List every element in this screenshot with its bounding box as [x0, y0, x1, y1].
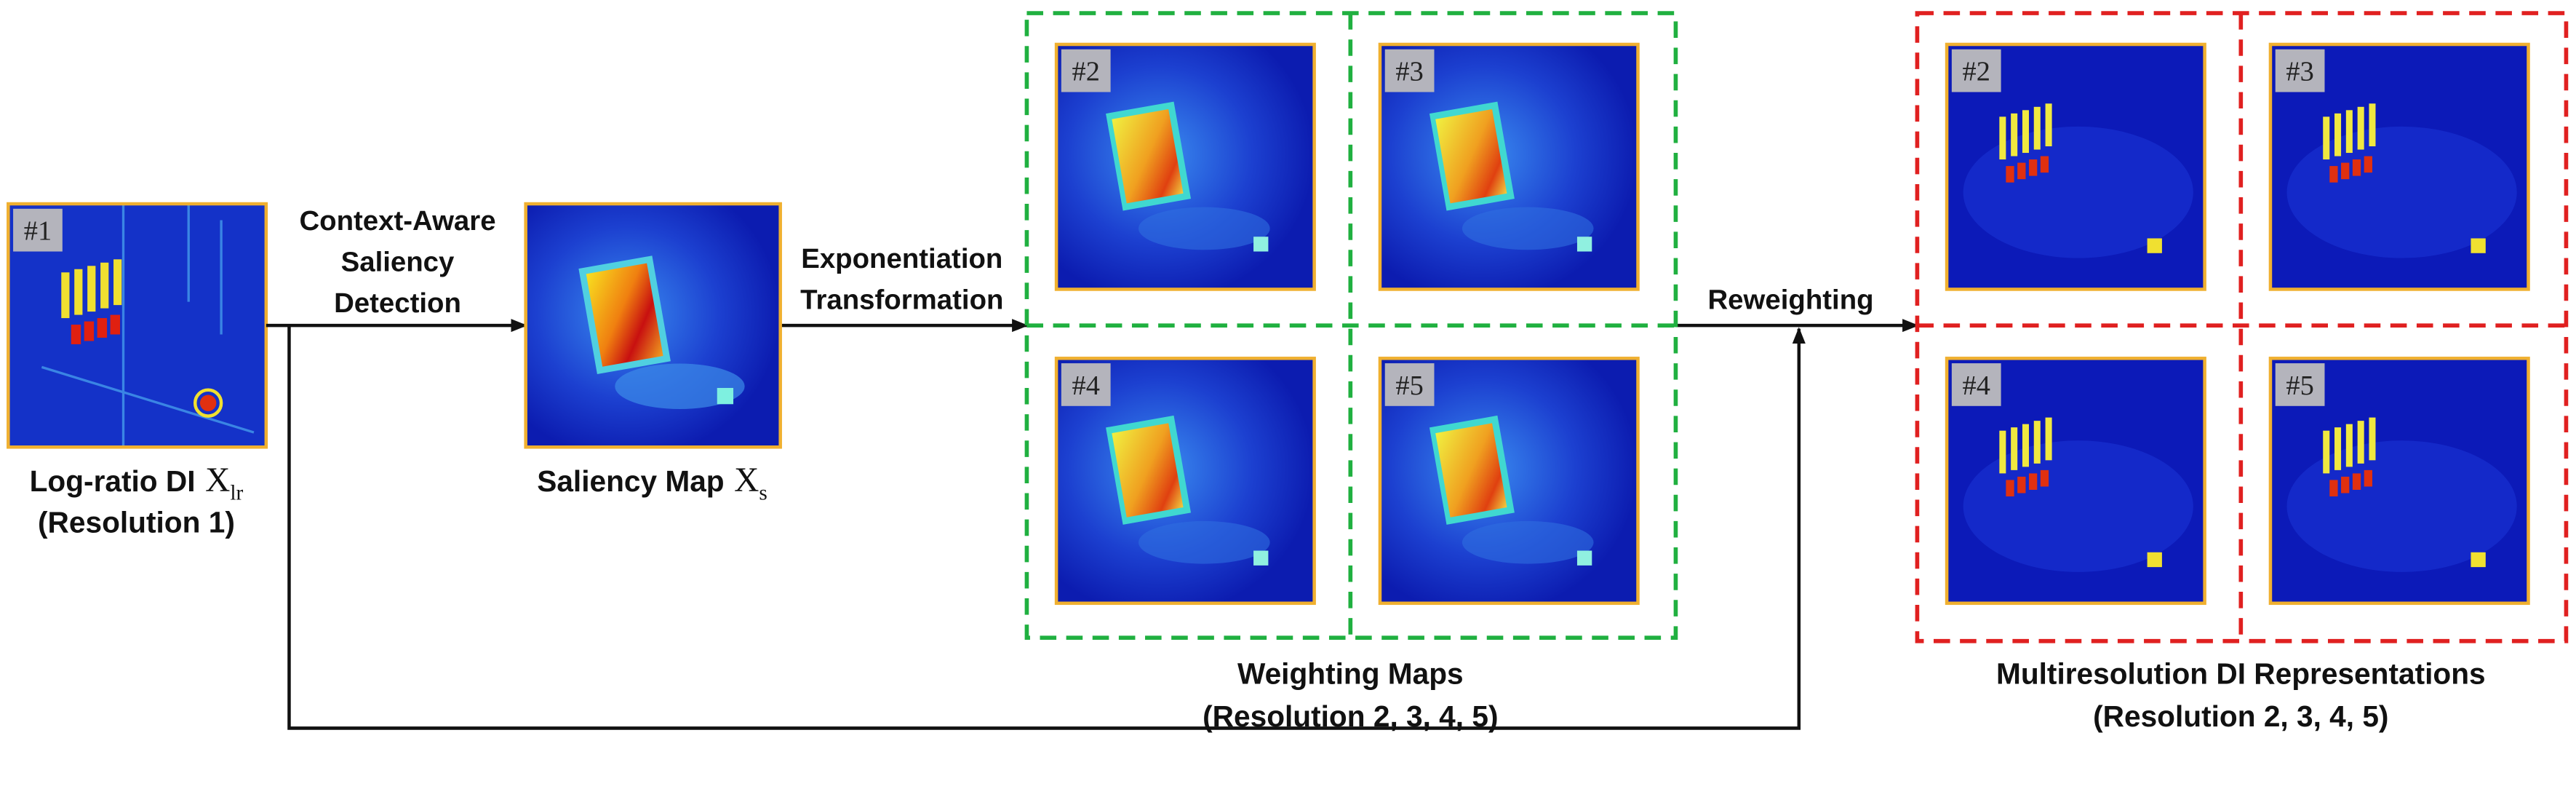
image-border — [1054, 42, 1316, 291]
image-border — [524, 202, 782, 449]
symbol: X — [734, 461, 759, 499]
image-tag: #4 — [1072, 370, 1100, 401]
subscript: s — [759, 482, 767, 505]
tag-box — [1061, 49, 1111, 92]
saliency-image — [525, 205, 781, 447]
group-subtitle: (Resolution 2, 3, 4, 5) — [2093, 699, 2388, 733]
image-border — [1945, 42, 2206, 291]
image-tag: #2 — [1072, 57, 1100, 87]
tag-box — [1384, 363, 1435, 406]
image-tag: #2 — [1963, 57, 1990, 87]
image-border — [1378, 357, 1640, 606]
tag-box — [1384, 49, 1435, 92]
step-label: Context-Aware — [299, 205, 495, 237]
label-text: Saliency Map — [537, 464, 724, 498]
label-text: Log-ratio DI — [30, 464, 196, 498]
group-title: Multiresolution DI Representations — [1996, 657, 2486, 690]
image-tag: #1 — [24, 216, 52, 247]
image-border — [2268, 42, 2530, 291]
saliency-label: Saliency Map Xs — [537, 461, 767, 504]
tag-box — [1951, 49, 2001, 92]
skip-arrow — [287, 325, 1806, 730]
step-label: Detection — [334, 288, 461, 319]
step-label: Exponentiation — [801, 243, 1002, 274]
image-tag: #5 — [2286, 370, 2313, 401]
image-tag: #3 — [1395, 57, 1423, 87]
tag-box — [2275, 363, 2325, 406]
image-tag: #4 — [1963, 370, 1990, 401]
image-tag: #3 — [2286, 57, 2313, 87]
image-border — [1054, 357, 1316, 606]
image-tag: #5 — [1395, 370, 1423, 401]
input-label: Log-ratio DI Xlr — [30, 461, 244, 504]
tag-box — [1951, 363, 2001, 406]
image-border — [2268, 357, 2530, 606]
image-border — [1945, 357, 2206, 606]
step-label: Reweighting — [1707, 285, 1873, 316]
step-label: Saliency — [341, 247, 455, 278]
group-title: Weighting Maps — [1237, 657, 1464, 690]
symbol: X — [205, 461, 230, 499]
tag-box — [13, 208, 63, 252]
input-sublabel: (Resolution 1) — [38, 506, 235, 539]
subscript: lr — [230, 482, 243, 505]
group-subtitle: (Resolution 2, 3, 4, 5) — [1203, 699, 1498, 733]
tag-box — [2275, 49, 2325, 92]
image-border — [1378, 42, 1640, 291]
tag-box — [1061, 363, 1111, 406]
step-label: Transformation — [800, 285, 1003, 316]
